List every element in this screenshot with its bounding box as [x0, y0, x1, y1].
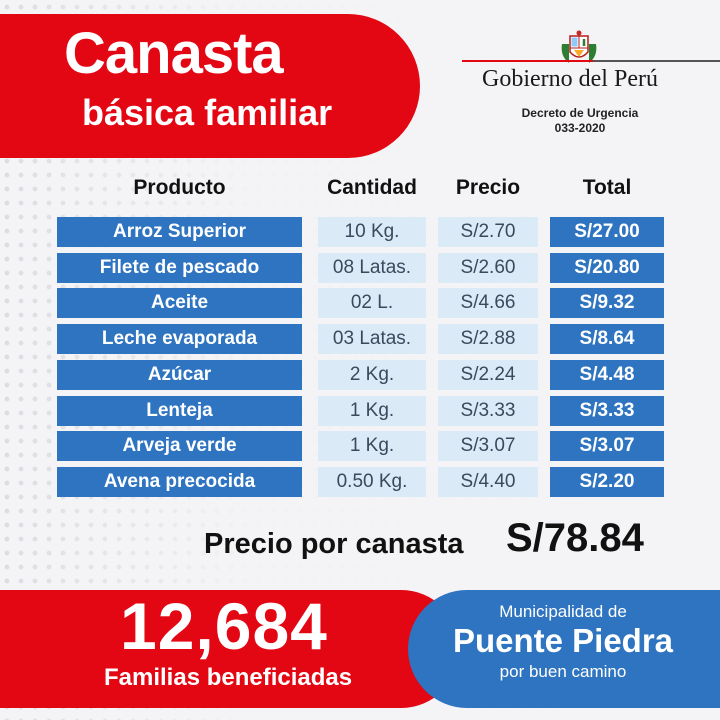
product-cell: Arveja verde: [57, 431, 302, 461]
price-cell: S/3.07: [438, 431, 538, 461]
total-cell: S/3.33: [550, 396, 664, 426]
price-cell: S/2.70: [438, 217, 538, 247]
total-cell: S/8.64: [550, 324, 664, 354]
price-cell: S/2.88: [438, 324, 538, 354]
column-header-price: Precio: [455, 176, 521, 199]
column-header-total: Total: [582, 176, 632, 199]
beneficiaries-banner: [0, 590, 460, 708]
beneficiaries-count: 12,684: [120, 589, 328, 663]
basket-price-value: S/78.84: [506, 516, 644, 560]
government-divider: [462, 60, 720, 62]
product-cell: Arroz Superior: [57, 217, 302, 247]
quantity-cell: 08 Latas.: [318, 253, 426, 283]
peru-coat-of-arms-icon: [561, 30, 597, 63]
product-cell: Aceite: [57, 288, 302, 318]
column-header-product: Producto: [133, 176, 226, 199]
basket-price-label: Precio por canasta: [204, 528, 464, 560]
quantity-cell: 02 L.: [318, 288, 426, 318]
price-cell: S/4.40: [438, 467, 538, 497]
government-name: Gobierno del Perú: [482, 66, 658, 92]
total-cell: S/4.48: [550, 360, 664, 390]
product-cell: Azúcar: [57, 360, 302, 390]
title-sub: básica familiar: [82, 92, 333, 133]
price-cell: S/3.33: [438, 396, 538, 426]
quantity-cell: 10 Kg.: [318, 217, 426, 247]
product-cell: Filete de pescado: [57, 253, 302, 283]
beneficiaries-label: Familias beneficiadas: [104, 664, 353, 691]
quantity-cell: 2 Kg.: [318, 360, 426, 390]
quantity-cell: 1 Kg.: [318, 396, 426, 426]
price-cell: S/2.24: [438, 360, 538, 390]
title-main: Canasta: [64, 21, 284, 86]
column-header-quantity: Cantidad: [327, 176, 417, 199]
decree-line-2: 033-2020: [554, 121, 606, 135]
total-cell: S/20.80: [550, 253, 664, 283]
quantity-cell: 0.50 Kg.: [318, 467, 426, 497]
price-cell: S/2.60: [438, 253, 538, 283]
total-cell: S/3.07: [550, 431, 664, 461]
quantity-cell: 1 Kg.: [318, 431, 426, 461]
total-cell: S/2.20: [550, 467, 664, 497]
price-cell: S/4.66: [438, 288, 538, 318]
decree-line-1: Decreto de Urgencia: [521, 106, 639, 120]
municipality-banner: [408, 590, 720, 708]
municipality-slogan: por buen camino: [499, 662, 627, 681]
municipality-name: Puente Piedra: [452, 622, 674, 659]
total-cell: S/9.32: [550, 288, 664, 318]
municipality-prefix: Municipalidad de: [499, 602, 627, 621]
total-cell: S/27.00: [550, 217, 664, 247]
decree-label: Decreto de Urgencia 033-2020: [505, 106, 655, 136]
product-cell: Leche evaporada: [57, 324, 302, 354]
quantity-cell: 03 Latas.: [318, 324, 426, 354]
product-cell: Avena precocida: [57, 467, 302, 497]
title-banner: [0, 14, 420, 158]
product-cell: Lenteja: [57, 396, 302, 426]
